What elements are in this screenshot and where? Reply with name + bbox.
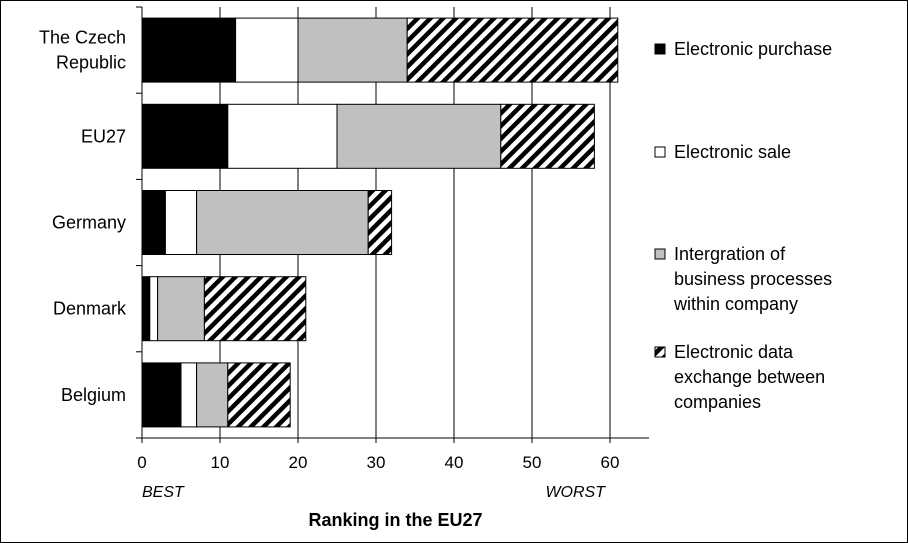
category-label: Germany bbox=[52, 213, 126, 233]
bar-segment bbox=[406, 17, 619, 83]
x-axis-title: Ranking in the EU27 bbox=[308, 510, 482, 530]
bars bbox=[141, 17, 619, 428]
bar-segment bbox=[141, 103, 229, 169]
category-label: EU27 bbox=[81, 126, 126, 146]
bar-segment bbox=[367, 190, 393, 255]
legend-label: Electronic purchase bbox=[674, 39, 832, 59]
bar-segment bbox=[227, 103, 338, 169]
bar-segment bbox=[164, 190, 198, 255]
bar-segment bbox=[141, 17, 237, 83]
x-tick-label: 10 bbox=[211, 453, 230, 472]
bar-segment bbox=[157, 276, 205, 342]
bar-segment bbox=[141, 276, 151, 342]
bar-segment bbox=[297, 17, 408, 83]
legend-swatch bbox=[654, 146, 666, 158]
best-note: BEST bbox=[142, 484, 185, 501]
legend-label: Electronic data exchange between companies bbox=[674, 342, 825, 412]
x-tick-label: 60 bbox=[601, 453, 620, 472]
bar-segment bbox=[336, 103, 502, 169]
bar-segment bbox=[500, 103, 595, 169]
bar-segment bbox=[203, 276, 307, 342]
x-tick-label: 20 bbox=[289, 453, 308, 472]
worst-note: WORST bbox=[545, 484, 606, 501]
category-label: Belgium bbox=[61, 385, 126, 405]
bar-segment bbox=[196, 190, 369, 255]
category-label: Denmark bbox=[53, 299, 127, 319]
x-tick-label: 0 bbox=[137, 453, 146, 472]
labels: 0 10 20 30 40 50 60 The Czech Republic EU27 German… bbox=[39, 28, 620, 530]
legend-label: Intergration of business processes within … bbox=[673, 244, 832, 314]
bar-segment bbox=[227, 362, 291, 428]
legend-swatch bbox=[654, 346, 666, 358]
x-tick-label: 30 bbox=[367, 453, 386, 472]
bar-segment bbox=[196, 362, 229, 428]
category-label: The Czech Republic bbox=[39, 28, 126, 73]
legend-label: Electronic sale bbox=[674, 142, 791, 162]
bar-segment bbox=[180, 362, 198, 428]
axes bbox=[136, 6, 649, 443]
bar-segment bbox=[149, 276, 159, 342]
legend-swatch bbox=[654, 43, 666, 55]
bar-segment bbox=[141, 362, 182, 428]
x-tick-label: 40 bbox=[445, 453, 464, 472]
x-tick-label: 50 bbox=[523, 453, 542, 472]
legend: Electronic purchase Electronic sale Interg… bbox=[654, 39, 832, 412]
bar-segment bbox=[235, 17, 299, 83]
legend-swatch bbox=[654, 248, 666, 260]
bar-segment bbox=[141, 190, 166, 255]
